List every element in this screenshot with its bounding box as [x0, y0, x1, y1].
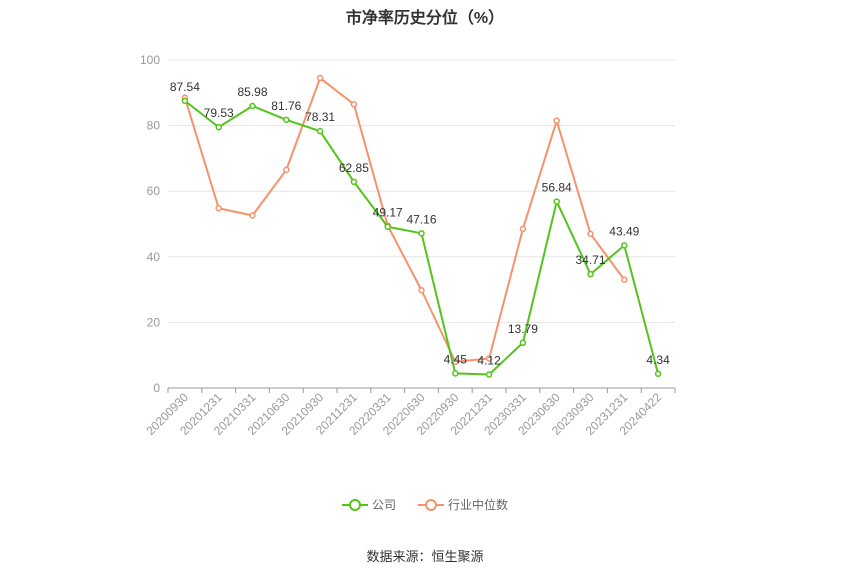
data-point [249, 212, 256, 219]
data-point [215, 205, 222, 212]
data-label: 87.54 [170, 80, 200, 94]
data-point [316, 127, 324, 135]
legend-swatch-industry-median [418, 498, 444, 512]
data-label: 79.53 [204, 106, 234, 120]
data-point [418, 230, 425, 237]
data-label: 47.16 [406, 212, 436, 226]
data-point [215, 123, 222, 131]
series-line-company [184, 100, 660, 376]
data-label: 62.85 [339, 161, 369, 175]
data-label: 56.84 [542, 181, 572, 195]
data-point [316, 74, 324, 82]
legend-item-industry-median[interactable]: 行业中位数 [418, 496, 508, 513]
data-label: 34.71 [575, 253, 605, 267]
data-label: 78.31 [305, 110, 335, 124]
data-label: 13.79 [508, 322, 538, 336]
data-point [249, 102, 256, 110]
y-tick-label: 100 [140, 53, 160, 67]
data-label: 4.45 [444, 352, 468, 366]
data-point [384, 223, 391, 230]
data-point [654, 370, 662, 378]
chart-title: 市净率历史分位（%） [345, 10, 505, 27]
legend-item-company[interactable]: 公司 [341, 496, 396, 513]
gridlines [168, 59, 675, 323]
data-point [181, 97, 189, 105]
data-point [418, 287, 425, 294]
data-point [621, 242, 628, 249]
legend-label-company: 公司 [371, 498, 396, 512]
data-point [452, 370, 459, 377]
data-point [587, 230, 594, 238]
x-axis: 2020093020201231202103312021063020210930… [143, 387, 676, 438]
data-label: 43.49 [609, 224, 639, 238]
y-axis: 0 20 40 60 80 100 [140, 53, 160, 395]
data-point [621, 276, 628, 284]
data-point [350, 101, 358, 108]
data-label: 81.76 [271, 99, 301, 113]
data-point [553, 117, 560, 124]
data-label: 4.34 [646, 353, 670, 367]
data-point [519, 225, 527, 233]
data-point [350, 178, 358, 186]
y-tick-label: 80 [147, 119, 161, 133]
data-source: 数据来源：恒生聚源 [366, 549, 484, 564]
data-label: 85.98 [237, 85, 267, 99]
data-point [587, 270, 594, 278]
data-point [485, 355, 493, 362]
y-tick-label: 20 [147, 315, 161, 329]
series-line-industry-median [183, 77, 626, 363]
data-point [553, 198, 560, 205]
data-point [519, 339, 527, 347]
legend-label-industry-median: 行业中位数 [448, 498, 509, 512]
data-point [485, 371, 493, 378]
data-label: 49.17 [373, 206, 403, 220]
y-tick-label: 60 [147, 184, 161, 198]
y-tick-label: 40 [147, 250, 161, 264]
series-layer [181, 74, 662, 378]
y-tick-label: 0 [153, 381, 160, 395]
legend: 公司 行业中位数 [0, 496, 850, 513]
data-label: 4.12 [477, 353, 501, 367]
data-point [283, 116, 290, 124]
legend-swatch-company [341, 498, 368, 512]
data-point [283, 166, 290, 174]
